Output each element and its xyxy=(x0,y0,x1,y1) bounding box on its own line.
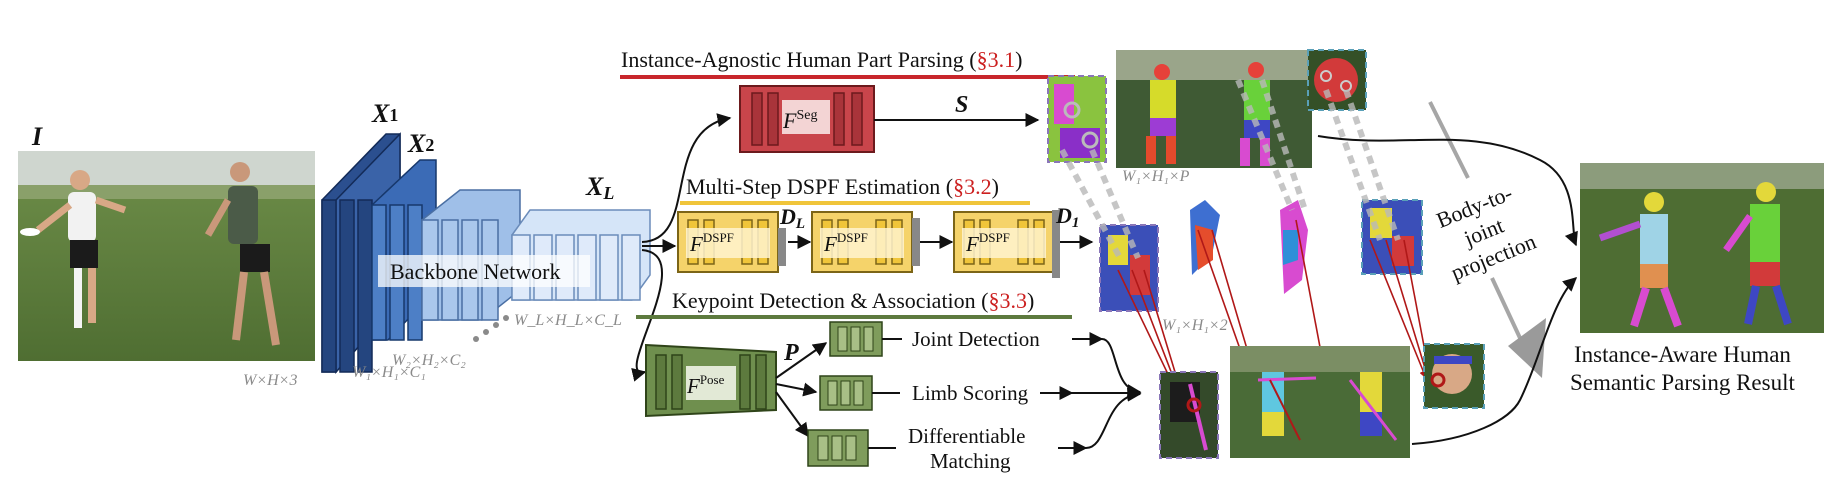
feature-xl: XL xyxy=(585,172,614,203)
association-lines xyxy=(1059,78,1401,260)
input-symbol: I xyxy=(31,122,43,151)
pose-module-label: FPose xyxy=(686,372,725,398)
matching-label-line2: Matching xyxy=(930,449,1011,473)
seg-title: Instance-Agnostic Human Part Parsing (§3… xyxy=(621,47,1022,72)
feature-x2: X2 xyxy=(407,129,434,158)
backbone-dims-L: W_L×H_L×C_L xyxy=(514,312,622,329)
backbone-dims-2: W₂×H₂×C₂ xyxy=(392,352,466,369)
seg-head-crop xyxy=(1307,49,1367,111)
dspf-output-D1 xyxy=(1052,210,1060,278)
dspf-out-dims: W₁×H₁×2 xyxy=(1162,317,1228,334)
svg-text:FDSPF: FDSPF xyxy=(965,230,1010,256)
matching-block xyxy=(807,429,869,467)
projection-label: Body-to- joint projection xyxy=(1427,178,1541,285)
seg-module: FSeg xyxy=(739,85,875,153)
joint-detection-label: Joint Detection xyxy=(912,327,1040,351)
joint-detection-block xyxy=(829,321,883,357)
pose-branch-arrows xyxy=(775,342,828,438)
projection-arrowhead xyxy=(1508,318,1546,378)
seg-module-label: FSeg xyxy=(782,108,817,133)
pose-module: FPose xyxy=(645,343,777,418)
dspf-label-D1: D1 xyxy=(1055,203,1079,231)
input-dims: W×H×3 xyxy=(243,372,297,389)
pose-crop-image xyxy=(1159,371,1219,459)
pose-output-image xyxy=(1230,346,1410,458)
feature-x1: X1 xyxy=(371,99,398,128)
backbone-label: Backbone Network xyxy=(390,259,560,284)
pose-head-crop xyxy=(1423,343,1485,409)
dspf-title: Multi-Step DSPF Estimation (§3.2) xyxy=(686,174,999,199)
seg-output-symbol: S xyxy=(955,92,968,118)
ellipsis-dots xyxy=(473,315,509,342)
input-image xyxy=(18,151,315,361)
seg-out-dims: W₁×H₁×P xyxy=(1122,168,1190,185)
matching-label-line1: Differentiable xyxy=(908,424,1025,448)
dspf-module-2: FDSPF xyxy=(811,211,913,273)
limb-scoring-block xyxy=(819,375,873,411)
result-label: Instance-Aware Human Semantic Parsing Re… xyxy=(1570,342,1797,395)
backbone-network: Backbone Network xyxy=(321,132,651,374)
dspf-label-DL: DL xyxy=(779,204,805,232)
svg-text:FDSPF: FDSPF xyxy=(823,230,868,256)
seg-output-crop xyxy=(1047,75,1107,163)
result-image xyxy=(1580,163,1824,333)
dspf-module-1: FDSPF xyxy=(677,211,779,273)
dspf-field-image xyxy=(1099,199,1423,312)
svg-text:FDSPF: FDSPF xyxy=(689,230,734,256)
pose-output-symbol: P xyxy=(783,340,799,366)
result-arrows xyxy=(1317,135,1578,445)
seg-output-image xyxy=(1116,50,1312,168)
dspf-module-3: FDSPF xyxy=(953,211,1055,273)
pose-merge-arrows xyxy=(1072,338,1142,449)
backbone-stage-2 xyxy=(371,159,437,341)
dspf-output-DL xyxy=(778,228,786,266)
backbone-dims-1: W₁×H₁×C₁ xyxy=(352,364,426,381)
pose-title: Keypoint Detection & Association (§3.3) xyxy=(672,288,1034,313)
limb-scoring-label: Limb Scoring xyxy=(912,381,1029,405)
